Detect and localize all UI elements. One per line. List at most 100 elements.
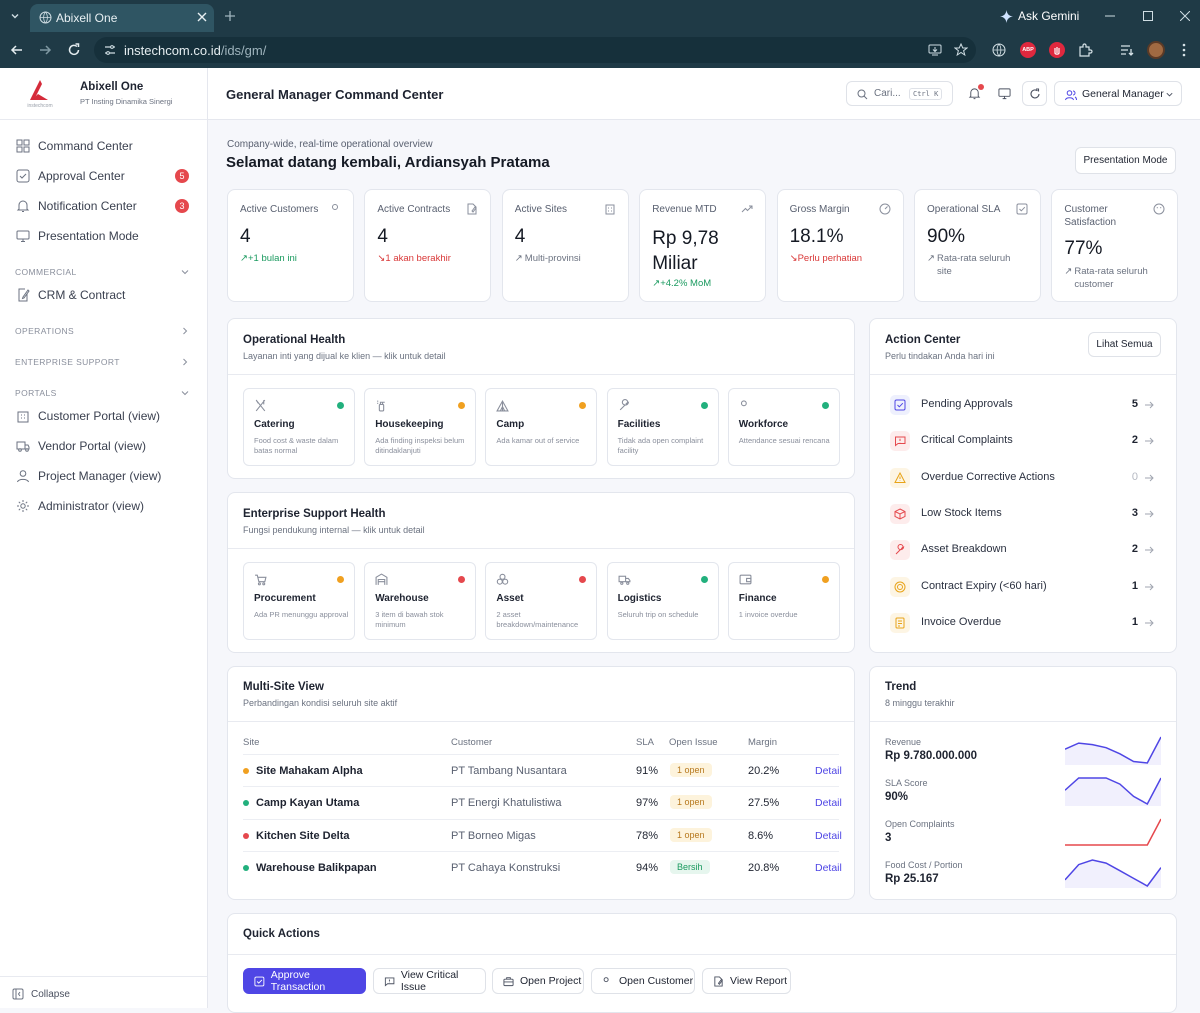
health-tile-camp[interactable]: Camp Ada kamar out of service bbox=[485, 388, 598, 466]
health-tile-warehouse[interactable]: Warehouse 3 item di bawah stok minimum bbox=[364, 562, 477, 640]
sidebar-section-operations[interactable]: OPERATIONS bbox=[15, 326, 190, 336]
health-tile-workforce[interactable]: Workforce Attendance sesuai rencana bbox=[727, 388, 840, 466]
back-icon[interactable] bbox=[9, 42, 25, 58]
browser-tab[interactable]: Abixell One bbox=[30, 4, 214, 32]
kpi-card[interactable]: Active Sites 4 ↗ Multi-provinsi bbox=[501, 189, 629, 302]
maximize-icon[interactable] bbox=[1143, 11, 1153, 21]
kpi-trend: ↗ Multi-provinsi bbox=[515, 253, 615, 266]
search-input[interactable]: Cari... Ctrl K bbox=[846, 81, 953, 106]
action-item[interactable]: Critical Complaints 2 bbox=[890, 429, 1156, 453]
new-tab-icon[interactable] bbox=[224, 10, 236, 22]
quick-action-view-critical-issue[interactable]: View Critical Issue bbox=[373, 968, 486, 994]
url-path: /ids/gm/ bbox=[220, 43, 267, 58]
detail-link[interactable]: Detail bbox=[815, 829, 842, 842]
action-item[interactable]: Overdue Corrective Actions 0 bbox=[890, 466, 1156, 490]
sidebar-section-enterprise-support[interactable]: ENTERPRISE SUPPORT bbox=[15, 357, 190, 367]
browser-menu-icon[interactable] bbox=[1176, 42, 1192, 58]
address-bar[interactable]: instechcom.co.id/ids/gm/ bbox=[94, 37, 976, 63]
action-item[interactable]: Asset Breakdown 2 bbox=[890, 538, 1156, 562]
sidebar-item-crm-contract[interactable]: CRM & Contract bbox=[16, 284, 196, 306]
trend-label: Open Complaints bbox=[885, 819, 955, 829]
sidebar-item-label: Presentation Mode bbox=[38, 229, 139, 243]
install-app-icon[interactable] bbox=[928, 43, 942, 57]
role-switcher[interactable]: General Manager bbox=[1054, 81, 1182, 106]
sidebar-item-command-center[interactable]: Command Center bbox=[16, 135, 196, 157]
detail-link[interactable]: Detail bbox=[815, 765, 842, 777]
sidebar-item-project-manager[interactable]: Project Manager (view) bbox=[16, 465, 196, 487]
brand-name: Abixell One bbox=[80, 81, 144, 93]
kpi-card[interactable]: Active Customers 4 ↗+1 bulan ini bbox=[227, 189, 354, 302]
check-square-icon bbox=[1016, 203, 1028, 215]
health-tile-procurement[interactable]: Procurement Ada PR menunggu approval bbox=[243, 562, 355, 640]
kpi-card[interactable]: Revenue MTD Rp 9,78 Miliar ↗+4.2% MoM bbox=[639, 189, 767, 302]
health-tile-catering[interactable]: Catering Food cost & waste dalam batas no… bbox=[243, 388, 355, 466]
presentation-toggle-button[interactable] bbox=[993, 81, 1017, 106]
refresh-button[interactable] bbox=[1022, 81, 1047, 106]
presentation-mode-button[interactable]: Presentation Mode bbox=[1075, 147, 1176, 174]
action-item[interactable]: Pending Approvals 5 bbox=[890, 393, 1156, 417]
arrow-right-icon bbox=[1144, 545, 1154, 555]
sidebar-section-commercial[interactable]: COMMERCIAL bbox=[15, 267, 190, 277]
forward-icon[interactable] bbox=[37, 42, 53, 58]
cart-icon bbox=[254, 573, 267, 586]
tile-name: Procurement bbox=[254, 593, 316, 604]
extensions-puzzle-icon[interactable] bbox=[1077, 42, 1093, 58]
customer-name: PT Energi Khatulistiwa bbox=[451, 797, 562, 810]
health-tile-asset[interactable]: Asset 2 asset breakdown/maintenance bbox=[485, 562, 598, 640]
sidebar-item-notification-center[interactable]: Notification Center 3 bbox=[16, 195, 196, 217]
translate-globe-icon[interactable] bbox=[991, 42, 1007, 58]
quick-action-view-report[interactable]: View Report bbox=[702, 968, 791, 994]
health-tile-finance[interactable]: Finance 1 invoice overdue bbox=[727, 562, 840, 640]
see-all-button[interactable]: Lihat Semua bbox=[1088, 332, 1161, 357]
quick-action-approve-transaction[interactable]: Approve Transaction bbox=[243, 968, 366, 994]
trend-value: Rp 9.780.000.000 bbox=[885, 750, 978, 762]
action-item[interactable]: Invoice Overdue 1 bbox=[890, 611, 1156, 635]
sidebar-item-presentation-mode[interactable]: Presentation Mode bbox=[16, 225, 196, 247]
health-tile-facilities[interactable]: Facilities Tidak ada open complaint facil… bbox=[606, 388, 719, 466]
sidebar-section-portals[interactable]: PORTALS bbox=[15, 388, 190, 398]
quick-action-open-customer[interactable]: Open Customer bbox=[591, 968, 695, 994]
kpi-trend-text: Multi-provinsi bbox=[524, 253, 581, 264]
close-tab-icon[interactable] bbox=[197, 12, 207, 22]
card-divider bbox=[228, 548, 854, 549]
trend-value: 3 bbox=[885, 832, 892, 844]
stop-hand-extension-icon[interactable] bbox=[1049, 42, 1065, 58]
kpi-card[interactable]: Gross Margin 18.1% ↘Perlu perhatian bbox=[776, 189, 904, 302]
profile-avatar[interactable] bbox=[1147, 41, 1165, 59]
detail-link[interactable]: Detail bbox=[815, 797, 842, 810]
status-dot bbox=[700, 576, 708, 583]
kpi-card[interactable]: Customer Satisfaction 77% ↗ Rata-rata selur… bbox=[1051, 189, 1179, 302]
collapse-button[interactable]: Collapse bbox=[12, 988, 70, 1000]
detail-link[interactable]: Detail bbox=[815, 861, 842, 874]
kpi-value: 4 bbox=[514, 226, 526, 247]
chevron-down-icon bbox=[1166, 92, 1173, 97]
health-tile-housekeeping[interactable]: Housekeeping Ada finding inspeksi belum d… bbox=[364, 388, 477, 466]
trending-up-icon bbox=[741, 203, 753, 215]
action-item[interactable]: Low Stock Items 3 bbox=[890, 502, 1156, 526]
close-window-icon[interactable] bbox=[1180, 11, 1190, 21]
action-label: Pending Approvals bbox=[921, 398, 1013, 410]
action-label: Asset Breakdown bbox=[921, 543, 1007, 556]
sidebar-footer-divider bbox=[0, 976, 207, 977]
action-item[interactable]: Contract Expiry (<60 hari) 1 bbox=[890, 575, 1156, 599]
sidebar-item-customer-portal[interactable]: Customer Portal (view) bbox=[16, 405, 196, 427]
kpi-card[interactable]: Operational SLA 90% ↗ Rata-rata seluruh sit… bbox=[914, 189, 1041, 302]
health-tile-logistics[interactable]: Logistics Seluruh trip on schedule bbox=[606, 562, 719, 640]
site-status-dot bbox=[243, 864, 249, 871]
adblock-extension-icon[interactable]: ABP bbox=[1020, 42, 1036, 58]
site-info-icon[interactable] bbox=[104, 44, 116, 56]
sidebar-item-vendor-portal[interactable]: Vendor Portal (view) bbox=[16, 435, 196, 457]
bookmark-star-icon[interactable] bbox=[954, 43, 968, 57]
ask-gemini-button[interactable]: Ask Gemini bbox=[1000, 8, 1079, 24]
sidebar-item-approval-center[interactable]: Approval Center 5 bbox=[16, 165, 196, 187]
reload-icon[interactable] bbox=[66, 42, 82, 58]
sidebar-item-administrator[interactable]: Administrator (view) bbox=[16, 495, 196, 517]
reading-list-icon[interactable] bbox=[1119, 42, 1135, 58]
tile-description: Ada PR menunggu approval bbox=[254, 610, 349, 619]
tab-list-chevron-icon[interactable] bbox=[9, 10, 21, 22]
minimize-icon[interactable] bbox=[1105, 11, 1115, 21]
quick-action-open-project[interactable]: Open Project bbox=[492, 968, 584, 994]
notifications-button[interactable] bbox=[963, 81, 987, 106]
approval-count-badge: 5 bbox=[175, 169, 189, 183]
kpi-card[interactable]: Active Contracts 4 ↘1 akan berakhir bbox=[364, 189, 492, 302]
